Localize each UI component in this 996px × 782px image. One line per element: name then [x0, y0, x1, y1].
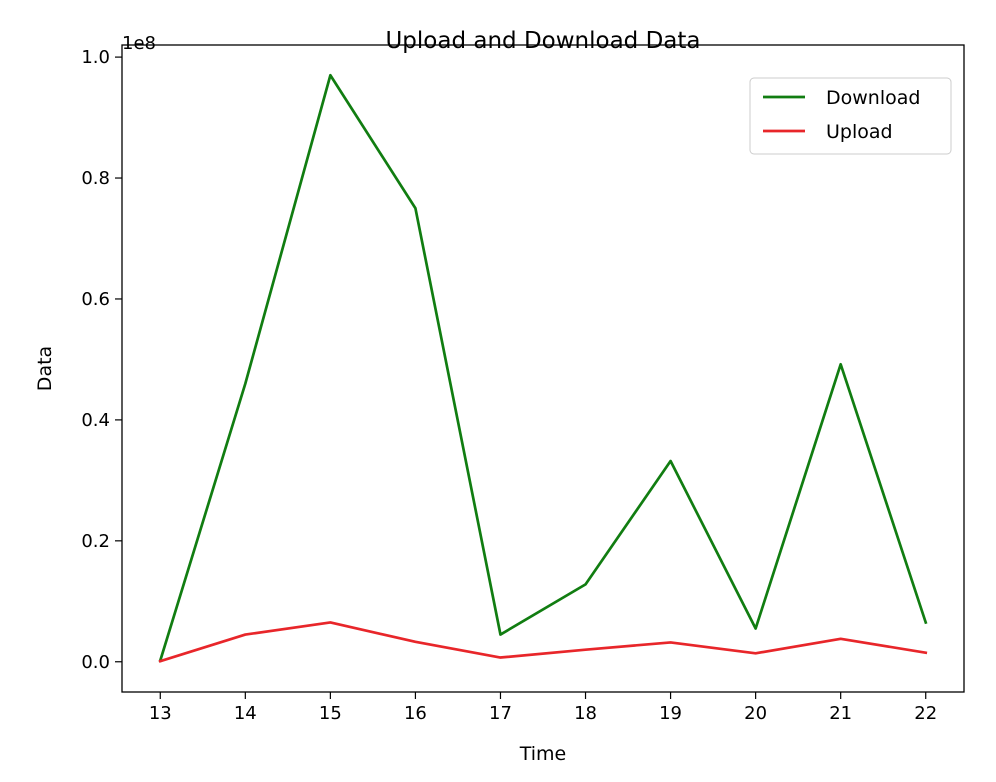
x-tick-label: 15: [319, 703, 342, 724]
x-tick-label: 21: [829, 703, 852, 724]
legend-download-label: Download: [826, 87, 920, 109]
x-tick-label: 17: [489, 703, 512, 724]
x-tick-label: 20: [744, 703, 767, 724]
x-tick-label: 13: [149, 703, 172, 724]
x-tick-label: 14: [234, 703, 257, 724]
legend: Download Upload: [749, 77, 952, 155]
x-tick-label: 16: [404, 703, 427, 724]
plot-frame: [121, 44, 965, 693]
y-axis-label: Data: [34, 346, 56, 391]
y-tick-label: 1.0: [81, 47, 110, 68]
y-tick-label: 0.4: [81, 410, 110, 431]
y-tick-label: 0.6: [81, 289, 110, 310]
y-offset-label: 1e8: [122, 33, 156, 54]
x-tick-label: 22: [914, 703, 937, 724]
series-layer: [158, 73, 928, 663]
x-axis-label: Time: [519, 743, 567, 765]
legend-upload-label: Upload: [826, 121, 893, 143]
x-tick-label: 18: [574, 703, 597, 724]
series-line-upload: [158, 621, 928, 663]
y-tick-label: 0.8: [81, 168, 110, 189]
x-axis: 13 14 15 16 17 18 19 20 21 22: [149, 692, 937, 724]
chart-title: Upload and Download Data: [385, 28, 700, 54]
y-tick-label: 0.2: [81, 531, 110, 552]
x-tick-label: 19: [659, 703, 682, 724]
y-tick-label: 0.0: [81, 652, 110, 673]
series-line-download: [158, 73, 928, 663]
y-axis: 0.0 0.2 0.4 0.6 0.8 1.0: [81, 47, 122, 673]
